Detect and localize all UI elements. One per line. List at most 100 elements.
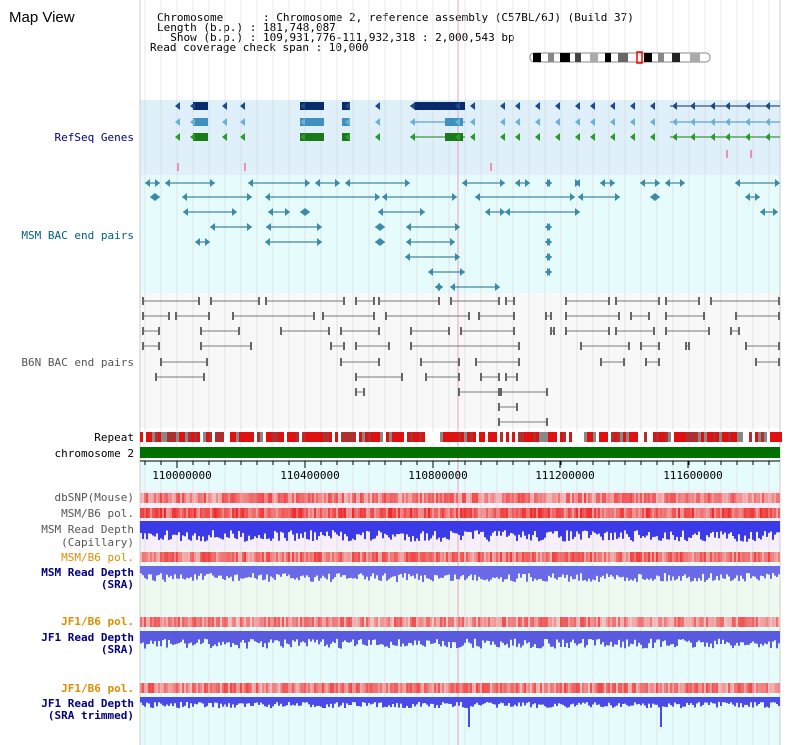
b6n-bac-end — [378, 327, 380, 335]
track-label-jf1-depth-trimmed[interactable]: JF1 Read Depth — [41, 697, 134, 710]
msm-sra-depth-bar — [674, 566, 676, 581]
dbsnp-heat-cell — [192, 493, 194, 503]
jf1-sra-depth-bar — [302, 631, 304, 642]
dbsnp-heat-cell — [660, 493, 662, 503]
msm-sra-depth-bar — [554, 566, 556, 579]
track-label-dbsnp[interactable]: dbSNP(Mouse) — [54, 491, 134, 504]
track-label-chromosome[interactable]: chromosome 2 — [54, 447, 134, 460]
dbsnp-heat-cell — [760, 493, 762, 503]
b6n-bac-end — [343, 297, 345, 305]
msm-b6-pol-heat-cell — [746, 508, 748, 518]
jf1-b6-pol2-heat-cell — [546, 683, 548, 693]
dbsnp-heat-cell — [288, 493, 290, 503]
msm-sra-depth-bar — [314, 566, 316, 578]
track-label-refseq[interactable]: RefSeq Genes — [54, 131, 134, 144]
jf1-b6-pol-heat-cell — [684, 617, 686, 627]
jf1-trimmed-depth-bar — [684, 697, 686, 707]
msm-b6-pol2-heat-cell — [570, 552, 572, 562]
msm-b6-pol2-heat-cell — [452, 552, 454, 562]
track-label-msm-b6-pol[interactable]: MSM/B6 pol. — [61, 507, 134, 520]
dbsnp-heat-cell — [436, 493, 438, 503]
jf1-b6-pol-heat-cell — [162, 617, 164, 627]
track-label-msm-depth-sra[interactable]: MSM Read Depth — [41, 566, 134, 579]
jf1-trimmed-depth-bar — [328, 697, 330, 707]
dbsnp-heat-cell — [174, 493, 176, 503]
msm-b6-pol-heat-cell — [408, 508, 410, 518]
msm-b6-pol-heat-cell — [756, 508, 758, 518]
jf1-b6-pol2-heat-cell — [230, 683, 232, 693]
repeat-block — [227, 432, 230, 442]
msm-b6-pol2-heat-cell — [308, 552, 310, 562]
msm-capillary-depth-bar — [186, 521, 188, 533]
track-label-msm-b6-pol-2[interactable]: MSM/B6 pol. — [61, 551, 134, 564]
dbsnp-heat-cell — [720, 493, 722, 503]
jf1-b6-pol2-heat-cell — [150, 683, 152, 693]
msm-b6-pol2-heat-cell — [660, 552, 662, 562]
repeat-block — [641, 432, 644, 442]
b6n-bac-end — [460, 327, 462, 335]
b6n-bac-end — [648, 312, 650, 320]
msm-b6-pol2-heat-cell — [520, 552, 522, 562]
msm-b6-pol2-heat-cell — [352, 552, 354, 562]
msm-b6-pol-heat-cell — [406, 508, 408, 518]
track-label-jf1-b6-pol-2[interactable]: JF1/B6 pol. — [61, 682, 134, 695]
jf1-trimmed-depth-bar — [186, 697, 188, 702]
msm-capillary-depth-bar — [576, 521, 578, 532]
jf1-b6-pol-heat-cell — [248, 617, 250, 627]
track-label-b6n-bac[interactable]: B6N BAC end pairs — [21, 356, 134, 369]
msm-capillary-depth-bar — [206, 521, 208, 541]
msm-sra-depth-bar — [742, 566, 744, 579]
jf1-b6-pol2-heat-cell — [684, 683, 686, 693]
dbsnp-heat-cell — [380, 493, 382, 503]
jf1-trimmed-depth-bar — [524, 697, 526, 706]
msm-b6-pol2-heat-cell — [190, 552, 192, 562]
refseq-snp-marker — [177, 163, 179, 171]
msm-b6-pol-heat-cell — [728, 508, 730, 518]
msm-sra-depth-bar — [646, 566, 648, 579]
msm-b6-pol2-heat-cell — [576, 552, 578, 562]
jf1-b6-pol-heat-cell — [226, 617, 228, 627]
jf1-b6-pol-heat-cell — [584, 617, 586, 627]
track-label-jf1-depth-sra[interactable]: JF1 Read Depth — [41, 631, 134, 644]
msm-b6-pol-heat-cell — [156, 508, 158, 518]
msm-b6-pol2-heat-cell — [464, 552, 466, 562]
repeat-block — [584, 432, 587, 442]
jf1-trimmed-depth-bar — [146, 697, 148, 703]
msm-b6-pol-heat-cell — [614, 508, 616, 518]
jf1-trimmed-depth-bar — [374, 697, 376, 703]
repeat-block — [731, 432, 734, 442]
ruler-tick-label: 110400000 — [280, 469, 340, 482]
jf1-sra-depth-bar — [382, 631, 384, 645]
msm-capillary-depth-bar — [422, 521, 424, 532]
dbsnp-heat-cell — [512, 493, 514, 503]
repeat-block — [275, 432, 278, 442]
jf1-b6-pol2-heat-cell — [148, 683, 150, 693]
msm-b6-pol-heat-cell — [214, 508, 216, 518]
track-label-msm-bac[interactable]: MSM BAC end pairs — [21, 229, 134, 242]
msm-capillary-depth-bar — [300, 521, 302, 534]
repeat-block — [194, 432, 197, 442]
jf1-trimmed-depth-bar — [748, 697, 750, 707]
jf1-sra-depth-bar — [194, 631, 196, 645]
dbsnp-heat-cell — [234, 493, 236, 503]
msm-b6-pol2-heat-cell — [314, 552, 316, 562]
track-label-jf1-b6-pol[interactable]: JF1/B6 pol. — [61, 615, 134, 628]
msm-b6-pol2-heat-cell — [458, 552, 460, 562]
msm-capillary-depth-bar — [340, 521, 342, 532]
jf1-b6-pol-heat-cell — [140, 617, 142, 627]
msm-sra-depth-bar — [362, 566, 364, 576]
msm-b6-pol-heat-cell — [568, 508, 570, 518]
track-label-msm-depth-capillary[interactable]: MSM Read Depth — [41, 523, 134, 536]
jf1-trimmed-depth-bar — [596, 697, 598, 705]
b6n-bac-end — [378, 297, 380, 305]
msm-capillary-depth-bar — [398, 521, 400, 535]
track-label-repeat[interactable]: Repeat — [94, 431, 134, 444]
jf1-b6-pol2-heat-cell — [476, 683, 478, 693]
msm-sra-depth-bar — [306, 566, 308, 576]
msm-capillary-depth-bar — [304, 521, 306, 532]
jf1-trimmed-depth-bar — [486, 697, 488, 703]
jf1-b6-pol-heat-cell — [732, 617, 734, 627]
refseq-gene-arrow — [410, 118, 415, 126]
msm-b6-pol2-heat-cell — [140, 552, 142, 562]
